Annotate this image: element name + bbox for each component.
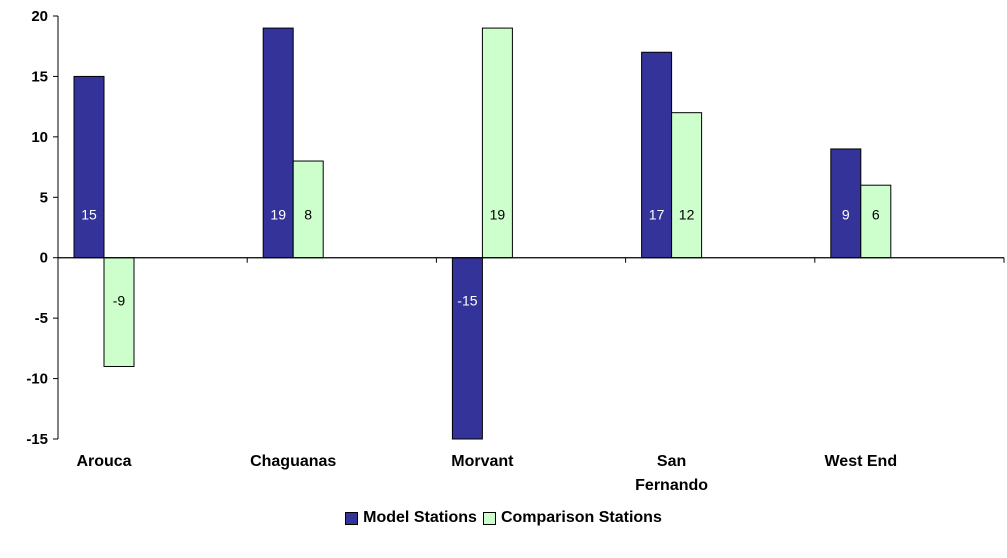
legend-swatch-model-stations	[345, 511, 359, 525]
data-label: 17	[649, 207, 665, 223]
bar	[451, 257, 483, 440]
data-label: 6	[872, 207, 880, 223]
x-category-label: Arouca	[76, 453, 131, 470]
y-tick-label: 15	[31, 68, 48, 85]
x-category-label: Morvant	[451, 453, 514, 470]
y-tick-label: -5	[35, 310, 48, 327]
legend-item-comparison-stations: Comparison Stations	[482, 509, 662, 527]
data-label: -9	[113, 293, 126, 309]
bar	[830, 148, 862, 259]
y-tick-label: 20	[31, 8, 48, 25]
y-tick-label: -10	[26, 371, 48, 388]
y-tick-label: -15	[26, 431, 48, 448]
y-tick-label: 5	[40, 189, 48, 206]
data-label: 8	[304, 207, 312, 223]
bar	[292, 160, 324, 259]
legend-item-model-stations: Model Stations	[345, 509, 477, 527]
legend-swatch-comparison-stations	[482, 511, 496, 525]
data-label: 9	[842, 207, 850, 223]
x-category-label: Chaguanas	[250, 453, 336, 470]
x-category-label: Fernando	[635, 477, 708, 494]
y-tick-label: 0	[40, 250, 48, 267]
x-category-label: West End	[824, 453, 897, 470]
bar	[641, 51, 673, 259]
data-label: 12	[679, 207, 695, 223]
y-tick-label: 10	[31, 129, 48, 146]
bar-chart: 20 15 10 5 0 -5 -10 -15 15 19 -15 17 9 -9 8 19 12 6 Arouca…	[26, 8, 1005, 494]
legend-label-comparison-stations: Comparison Stations	[500, 509, 662, 526]
bar	[73, 75, 105, 259]
data-label: -15	[457, 293, 477, 309]
bar	[262, 27, 294, 259]
x-category-label: San	[657, 453, 686, 470]
legend-label-model-stations: Model Stations	[363, 509, 477, 526]
data-label: 15	[81, 207, 97, 223]
data-label: 19	[490, 207, 506, 223]
bar	[481, 27, 513, 259]
bar	[671, 112, 703, 259]
bar	[103, 257, 135, 367]
chart-legend: Model Stations Comparison Stations	[0, 509, 1007, 527]
data-label: 19	[270, 207, 286, 223]
